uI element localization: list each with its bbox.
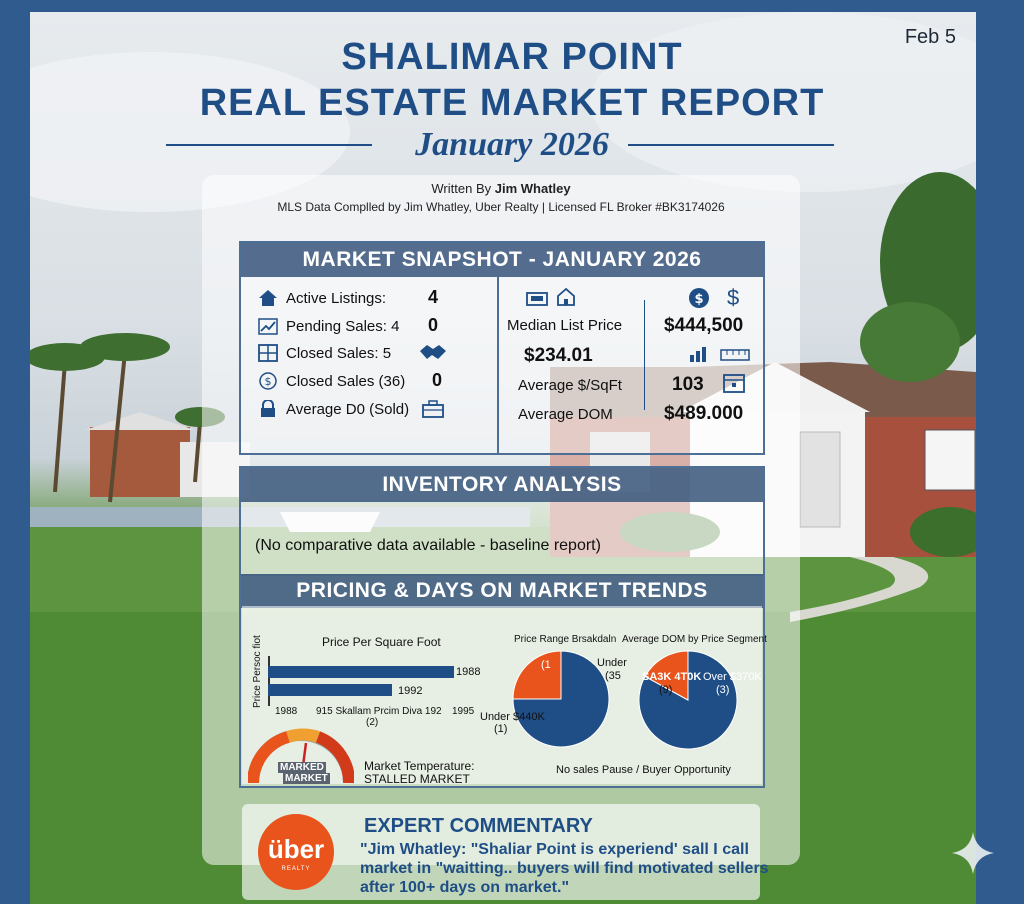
bar-xtick-2: 915 Skallam Prcim Diva 192 [316,706,442,717]
price-value-left: $234.01 [524,345,593,366]
average-sqft-value: 103 [672,374,704,395]
inventory-title: INVENTORY ANALYSIS [241,468,763,502]
bar-value-label-1: 1988 [456,666,481,678]
average-sqft-label: Average $/SqFt [518,377,622,394]
chart-line-icon [258,317,278,335]
average-dom-value: $489.000 [664,403,744,424]
commentary-line-3: after 100+ days on market." [360,879,570,896]
pie1-title: Price Range Brsakdaln [514,634,617,645]
inventory-section: INVENTORY ANALYSIS [239,466,765,576]
dom-segment-pie [638,650,738,750]
snapshot-row-closed-sales-36: $ Closed Sales (36) [258,372,405,390]
market-snapshot-section: MARKET SNAPSHOT - JANUARY 2026 [239,241,765,455]
byline: Written By Jim Whatley [202,181,800,196]
uber-logo-subtext: REALTY [281,866,311,872]
pie-slice-1 [644,650,689,701]
trends-title: PRICING & DAYS ON MARKET TRENDS [241,574,763,608]
active-listings-label: Active Listings: [286,289,387,307]
snapshot-row-average-dom-sold: Average D0 (Sold) [258,399,410,418]
trends-footer: No sales Pause / Buyer Opportunity [556,764,731,776]
handshake-icon [418,341,448,368]
commentary-title: EXPERT COMMENTARY [364,815,593,837]
snapshot-row-pending-sales: Pending Sales: 4 [258,317,399,335]
pie1-label-4: Under $440K [480,711,545,723]
date-label: Feb 5 [904,26,956,48]
byline-prefix: Written By [431,181,495,196]
dollar-coin-icon: $ [688,287,710,314]
title-rule-left [166,144,372,146]
median-list-price-label: Median List Price [507,317,623,334]
briefcase-icon [422,400,444,423]
snapshot-title: MARKET SNAPSHOT - JANUARY 2026 [241,243,763,277]
house-icon [258,289,278,307]
lock-icon [258,399,278,418]
pie-slice-0 [638,650,738,750]
sparkle-icon [952,832,994,874]
uber-logo-text: über [267,834,325,864]
active-listings-value: 4 [428,287,439,307]
svg-text:$: $ [265,375,272,388]
pie-slice-0 [512,650,610,748]
coin-icon: $ [258,372,278,390]
pie1-label-1: (1 [541,659,551,671]
pie1-label-2: Under [597,657,627,669]
market-temperature-label: Market Temperature: [364,759,475,773]
report-title-line1: SHALIMAR POINT [341,36,683,78]
pie1-label-5: (1) [494,723,508,735]
mls-credit: MLS Data Complled by Jim Whatley, Uber R… [277,200,725,214]
bar-xtick-sub: (2) [366,717,379,728]
pie2-label-3: Over $370K [703,671,762,683]
bar-chart-yaxis [268,656,270,706]
bar-1988 [268,666,454,678]
pie1-label-3: (35 [605,670,621,682]
pie2-title: Average DOM by Price Segment [622,634,767,645]
dollar-sign-icon: $ [727,285,740,310]
inventory-text: (No comparative data available - baselin… [255,537,601,554]
uber-realty-logo [258,814,334,890]
storefront-icon [526,290,548,311]
average-dom-label: Average DOM [518,406,613,423]
commentary-line-1: "Jim Whatley: "Shaliar Point is experien… [360,841,749,858]
building-icon [556,287,576,312]
commentary-line-2: market in "waitting.. buyers will find m… [360,860,769,877]
pending-sales-value: 0 [428,315,439,335]
dollar-coin-glyph: $ [694,292,703,307]
report-subtitle: January 2026 [415,126,609,163]
title-rule-right [628,144,834,146]
pie2-label-1: SA3K 4T0K [642,671,702,683]
bar-xtick-1: 1988 [275,706,298,717]
bar-chart [268,666,454,696]
calendar-icon [723,373,745,398]
author-name: Jim Whatley [494,181,571,196]
pending-sales-label: Pending Sales: 4 [286,317,400,335]
bar-xtick-3: 1995 [452,706,475,717]
average-dom-sold-label: Average D0 (Sold) [286,400,410,418]
report-title-line2: REAL ESTATE MARKET REPORT [199,82,825,124]
bar-value-label-2: 1992 [398,685,423,697]
snapshot-row-active-listings: Active Listings: [258,289,386,307]
bar-chart-ylabel: Price Persoc fiot [252,635,263,708]
closed-sales-36-label: Closed Sales (36) [286,372,406,390]
snapshot-row-closed-sales: Closed Sales: 5 [258,344,391,362]
closed-sales-36-value: 0 [432,370,443,390]
snapshot-right-divider [644,300,645,410]
price-range-pie [512,650,610,748]
pie-slice-1 [512,650,562,700]
grid-icon [258,344,278,362]
ruler-icon [720,348,750,367]
bar-chart-title: Price Per Square Foot [322,635,441,649]
gauge-text-1: MARKED [278,762,326,773]
market-temperature-value: STALLED MARKET [364,772,470,786]
median-list-price-value: $444,500 [664,315,744,336]
snapshot-divider [497,277,499,453]
closed-sales-label: Closed Sales: 5 [286,344,392,362]
pie2-label-2: (9) [659,684,673,696]
bar-1992 [268,684,392,696]
gauge-text-2: MARKET [283,773,330,784]
bar-chart-icon [688,345,710,368]
pie2-label-4: (3) [716,684,730,696]
